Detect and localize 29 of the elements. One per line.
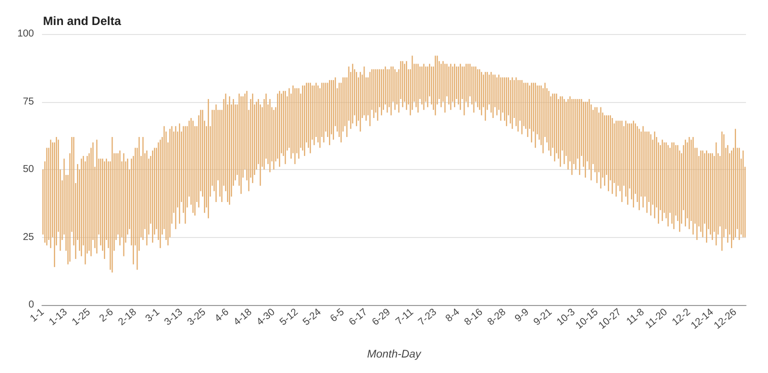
x-tick-label: 7-23 bbox=[416, 306, 440, 328]
x-tick-label: 3-25 bbox=[186, 306, 208, 328]
x-tick-label: 1-13 bbox=[47, 306, 70, 328]
y-tick-label: 75 bbox=[22, 96, 34, 108]
x-tick-label: 11-8 bbox=[624, 306, 647, 328]
chart-title: Min and Delta bbox=[43, 14, 122, 28]
y-tick-label: 50 bbox=[22, 164, 34, 175]
x-axis-title: Month-Day bbox=[367, 348, 422, 360]
x-tick-label: 3-13 bbox=[162, 306, 186, 328]
x-tick-label: 8-4 bbox=[444, 306, 462, 325]
x-tick-label: 3-1 bbox=[144, 306, 162, 325]
y-tick-label: 100 bbox=[17, 28, 34, 40]
x-tick-label: 4-30 bbox=[254, 306, 278, 328]
x-tick-label: 2-18 bbox=[116, 306, 140, 328]
y-tick-label: 25 bbox=[22, 232, 34, 243]
x-tick-label: 4-6 bbox=[213, 306, 232, 325]
x-tick-label: 9-21 bbox=[532, 306, 555, 328]
x-tick-label: 5-24 bbox=[301, 306, 324, 328]
x-tick-label: 9-9 bbox=[513, 306, 532, 325]
x-tick-label: 8-16 bbox=[462, 306, 486, 328]
x-tick-label: 8-28 bbox=[486, 306, 508, 328]
x-tick-label: 5-12 bbox=[278, 306, 301, 328]
x-tick-label: 2-6 bbox=[98, 306, 116, 325]
x-tick-label: 4-18 bbox=[232, 306, 255, 328]
x-tick-label: 7-11 bbox=[394, 306, 416, 328]
x-tick-label: 6-29 bbox=[370, 306, 394, 328]
x-tick-label: 1-25 bbox=[70, 306, 93, 328]
x-tick-label: 6-17 bbox=[347, 306, 370, 328]
x-tick-label: 6-5 bbox=[328, 306, 347, 325]
